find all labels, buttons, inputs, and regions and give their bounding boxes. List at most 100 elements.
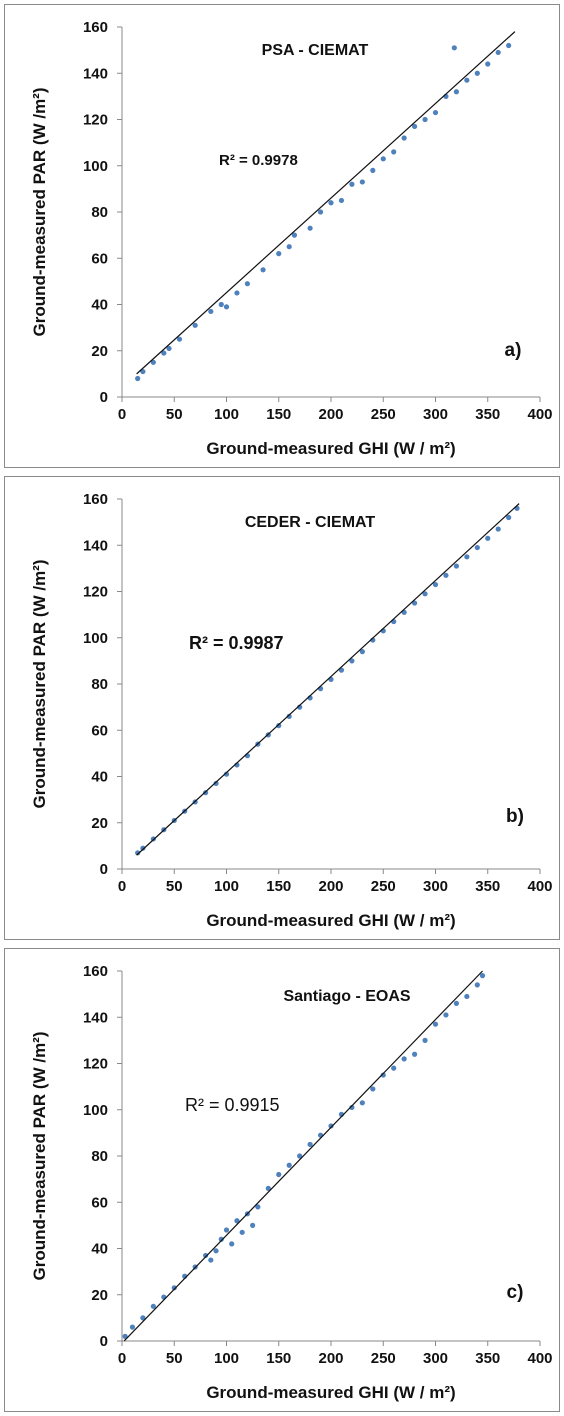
data-point	[239, 1229, 245, 1235]
y-tick-label: 140	[83, 537, 108, 554]
x-tick-label: 400	[527, 1350, 552, 1367]
chart-title: CEDER - CIEMAT	[245, 514, 376, 531]
data-point	[328, 1123, 334, 1129]
data-point	[412, 1051, 418, 1057]
y-tick-label: 120	[83, 584, 108, 601]
y-tick-label: 20	[91, 815, 108, 832]
data-point	[140, 1315, 146, 1321]
data-point	[223, 1227, 230, 1233]
x-tick-label: 250	[371, 406, 396, 423]
y-axis-title: Ground-measured PAR (W /m²)	[30, 559, 49, 808]
data-point	[166, 345, 172, 352]
data-point	[370, 1086, 376, 1092]
y-tick-label: 120	[83, 112, 108, 129]
data-point	[286, 713, 292, 719]
y-tick-label: 40	[91, 769, 108, 786]
x-tick-label: 50	[166, 878, 183, 895]
data-point	[192, 322, 198, 328]
data-point	[380, 156, 386, 162]
x-tick-label: 0	[118, 878, 126, 895]
data-point	[474, 544, 480, 551]
data-point	[229, 1241, 235, 1247]
data-point	[453, 89, 459, 95]
y-tick-label: 160	[83, 963, 108, 980]
data-point	[161, 350, 167, 356]
data-point	[150, 359, 156, 365]
x-tick-label: 100	[214, 1350, 239, 1367]
y-tick-label: 20	[91, 1287, 108, 1304]
x-tick-label: 100	[214, 406, 239, 423]
data-point	[380, 1072, 386, 1078]
y-tick-label: 100	[83, 158, 108, 175]
data-point	[176, 336, 183, 342]
trendline	[136, 503, 520, 856]
data-point	[485, 535, 491, 541]
data-point	[213, 1248, 219, 1254]
data-point	[479, 973, 486, 979]
x-tick-label: 250	[371, 1350, 396, 1367]
x-tick-label: 50	[166, 1350, 183, 1367]
data-point	[464, 77, 470, 83]
data-point	[307, 1141, 313, 1148]
chart-title: Santiago - EOAS	[283, 988, 410, 1005]
y-tick-label: 140	[83, 65, 108, 82]
y-tick-label: 120	[83, 1056, 108, 1073]
x-tick-label: 350	[475, 406, 500, 423]
data-point	[208, 1257, 214, 1263]
x-axis-title: Ground-measured GHI (W / m²)	[206, 911, 455, 930]
data-point	[359, 1100, 365, 1106]
data-point	[223, 304, 230, 310]
y-tick-label: 0	[100, 389, 108, 406]
x-tick-label: 200	[318, 1350, 343, 1367]
y-tick-label: 40	[91, 1241, 108, 1258]
data-point	[286, 244, 292, 250]
data-point	[307, 225, 313, 231]
data-point	[140, 845, 146, 851]
data-point	[265, 1185, 271, 1191]
data-point	[244, 281, 250, 287]
data-point	[317, 209, 324, 215]
data-point	[349, 658, 355, 664]
data-point	[260, 267, 266, 273]
x-tick-label: 150	[266, 878, 291, 895]
y-tick-label: 0	[100, 861, 108, 878]
chart-a-svg: 0 50 100 150 200 250 300 350 400 0 20 40 60 80 100 120 1…	[30, 19, 553, 458]
r-squared-label: R² = 0.9987	[189, 633, 284, 653]
data-point	[203, 790, 209, 796]
data-point	[474, 982, 480, 988]
data-point	[370, 167, 376, 173]
data-point	[451, 45, 457, 51]
data-point	[276, 723, 282, 729]
panel-label: a)	[505, 340, 522, 361]
data-point	[150, 1303, 156, 1309]
panel-label: b)	[506, 806, 524, 827]
data-point	[506, 514, 512, 521]
x-tick-label: 100	[214, 878, 239, 895]
data-point	[297, 1153, 303, 1159]
y-tick-label: 140	[83, 1009, 108, 1026]
x-axis-title: Ground-measured GHI (W / m²)	[206, 1383, 455, 1402]
data-point	[359, 649, 365, 655]
data-point	[391, 149, 397, 155]
data-point	[422, 591, 428, 597]
x-axis-title: Ground-measured GHI (W / m²)	[206, 439, 455, 458]
data-point	[495, 526, 501, 532]
y-tick-label: 60	[91, 250, 108, 267]
data-point	[276, 1171, 282, 1178]
y-tick-label: 20	[91, 343, 108, 360]
y-tick-label: 160	[83, 491, 108, 508]
data-point	[286, 1162, 292, 1168]
chart-c-svg: 0 50 100 150 200 250 300 350 400 0 20 40 60 80 100 120 1…	[30, 963, 553, 1402]
data-point	[443, 1012, 449, 1018]
data-point	[453, 1000, 459, 1006]
r-squared-label: R² = 0.9915	[185, 1095, 280, 1115]
y-tick-label: 0	[100, 1333, 108, 1350]
data-point	[218, 1236, 224, 1242]
data-point	[474, 70, 480, 76]
data-point	[135, 850, 141, 856]
data-point	[464, 554, 470, 560]
y-tick-label: 100	[83, 1102, 108, 1119]
data-point	[485, 61, 491, 67]
x-tick-label: 0	[118, 406, 126, 423]
y-tick-label: 80	[91, 1148, 108, 1165]
